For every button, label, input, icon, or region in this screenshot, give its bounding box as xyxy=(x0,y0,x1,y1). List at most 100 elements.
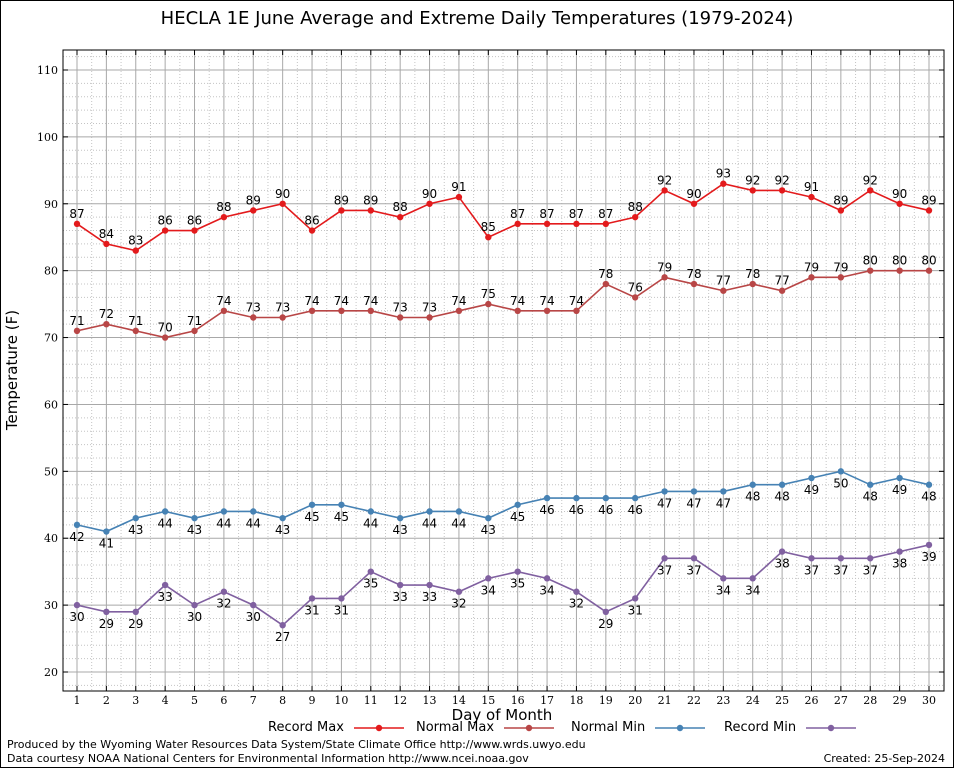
normal-max-point xyxy=(749,280,756,288)
normal-min-point xyxy=(632,494,639,502)
x-tick-label: 29 xyxy=(893,694,907,707)
record-max-point xyxy=(602,220,610,228)
record-min-point xyxy=(426,581,433,589)
record-max-point xyxy=(543,220,551,228)
normal-max-data-label: 71 xyxy=(187,314,202,328)
record-max-data-label: 93 xyxy=(716,167,731,181)
normal-max-data-label: 76 xyxy=(628,280,643,294)
record-max-point xyxy=(338,207,345,214)
normal-min-data-label: 46 xyxy=(569,503,584,517)
record-max-data-label: 90 xyxy=(686,187,701,201)
normal-max-point xyxy=(778,287,786,294)
record-max-point xyxy=(426,200,433,207)
normal-min-point xyxy=(455,508,463,515)
record-min-point xyxy=(485,575,492,582)
record-max-point xyxy=(925,207,933,214)
y-tick-label: 100 xyxy=(37,131,58,144)
normal-max-point xyxy=(161,334,169,341)
normal-min-point xyxy=(338,501,345,508)
legend-record-max: Record Max xyxy=(268,720,405,735)
normal-min-point xyxy=(103,528,110,535)
normal-min-data-label: 44 xyxy=(451,516,466,530)
record-min-data-label: 34 xyxy=(716,583,731,597)
record-min-point xyxy=(896,548,903,555)
record-max-point xyxy=(161,227,169,234)
normal-min-point xyxy=(661,488,668,495)
normal-max-data-label: 70 xyxy=(157,321,172,335)
record-max-data-label: 87 xyxy=(539,207,554,221)
record-min-data-label: 38 xyxy=(774,557,789,571)
normal-min-point xyxy=(808,474,815,482)
normal-max-point xyxy=(485,300,492,308)
normal-max-data-label: 80 xyxy=(921,254,936,268)
x-tick-label: 8 xyxy=(279,694,286,707)
normal-min-point xyxy=(602,494,610,502)
record-max-data-label: 92 xyxy=(863,173,878,187)
record-max-data-label: 88 xyxy=(628,200,643,214)
normal-max-point xyxy=(896,267,903,274)
chart-title: HECLA 1E June Average and Extreme Daily … xyxy=(160,8,794,29)
record-min-data-label: 37 xyxy=(804,563,819,577)
record-min-line xyxy=(76,544,930,627)
normal-max-data-label: 74 xyxy=(304,294,319,308)
x-tick-label: 13 xyxy=(423,694,437,707)
record-max-data-label: 85 xyxy=(481,220,496,234)
legend-normal-max-label: Normal Max xyxy=(416,720,495,735)
record-min-data-label: 32 xyxy=(451,597,466,611)
record-max-point xyxy=(808,193,815,201)
record-min-point xyxy=(690,555,698,562)
legend-normal-max: Normal Max xyxy=(416,720,555,735)
record-min-data-label: 31 xyxy=(628,603,643,617)
normal-min-data-label: 44 xyxy=(216,516,231,530)
x-tick-label: 30 xyxy=(922,694,936,707)
x-tick-label: 14 xyxy=(452,694,466,707)
y-tick-label: 20 xyxy=(44,666,58,679)
record-max-data-label: 89 xyxy=(833,193,848,207)
normal-min-point xyxy=(308,501,316,508)
y-tick-label: 80 xyxy=(44,265,58,278)
normal-min-data-label: 48 xyxy=(745,490,760,504)
record-max-point xyxy=(103,240,110,248)
record-min-point xyxy=(73,601,81,609)
record-max-data-label: 91 xyxy=(451,180,466,194)
y-tick-label: 30 xyxy=(44,599,58,612)
x-tick-label: 1 xyxy=(74,694,81,707)
normal-max-data-label: 78 xyxy=(686,267,701,281)
normal-max-point xyxy=(690,280,698,288)
record-max-point xyxy=(632,213,639,221)
record-max-data-label: 92 xyxy=(745,173,760,187)
normal-max-data-label: 79 xyxy=(657,260,672,274)
normal-min-data-label: 47 xyxy=(716,496,731,510)
record-min-data-label: 29 xyxy=(598,617,613,631)
normal-max-data-label: 71 xyxy=(128,314,143,328)
normal-min-point xyxy=(250,508,257,515)
record-min-point xyxy=(220,588,228,595)
record-max-data-label: 89 xyxy=(334,193,349,207)
record-min-point xyxy=(602,608,610,615)
normal-min-point xyxy=(396,514,404,522)
normal-max-data-label: 73 xyxy=(393,300,408,314)
record-max-data-label: 88 xyxy=(393,200,408,214)
record-max-point xyxy=(455,193,463,201)
y-tick-label: 70 xyxy=(44,332,58,345)
record-min-point xyxy=(543,575,551,582)
record-max-data-label: 87 xyxy=(510,207,525,221)
normal-max-data-label: 80 xyxy=(863,254,878,268)
record-max-point xyxy=(279,200,286,207)
record-min-point xyxy=(925,541,933,549)
normal-min-data-label: 49 xyxy=(804,483,819,497)
normal-max-point xyxy=(514,307,521,314)
normal-min-data-label: 48 xyxy=(774,490,789,504)
normal-min-data-label: 48 xyxy=(863,490,878,504)
x-tick-label: 7 xyxy=(250,694,257,707)
normal-min-data-label: 49 xyxy=(892,483,907,497)
normal-max-point xyxy=(103,320,110,328)
record-min-data-label: 35 xyxy=(363,577,378,591)
normal-min-point xyxy=(867,481,874,488)
normal-min-data-label: 43 xyxy=(481,523,496,537)
record-max-point xyxy=(73,220,81,228)
normal-max-point xyxy=(338,307,345,314)
record-min-data-label: 30 xyxy=(246,610,261,624)
record-min-data-label: 30 xyxy=(187,610,202,624)
x-tick-label: 3 xyxy=(132,694,139,707)
